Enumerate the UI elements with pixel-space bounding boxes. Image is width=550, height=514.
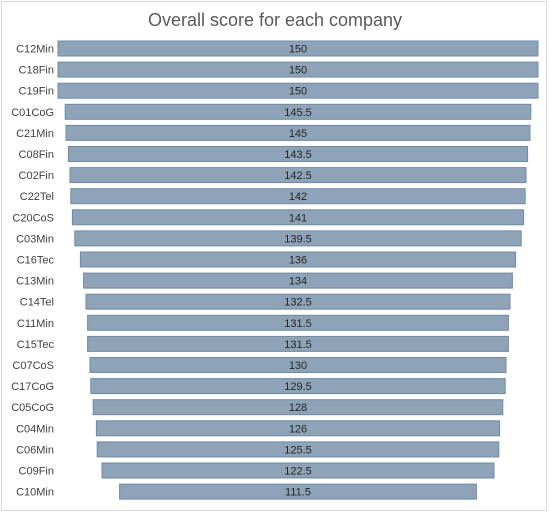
value-label-C13Min: 134: [289, 276, 307, 288]
bar-C21Min: [65, 124, 531, 141]
bar-C18Fin: [57, 61, 539, 78]
category-label-C09Fin: C09Fin: [19, 466, 54, 478]
value-label-C08Fin: 143.5: [284, 149, 312, 161]
value-label-C15Tec: 131.5: [284, 339, 312, 351]
value-label-C17CoG: 129.5: [284, 381, 312, 393]
bar-C06Min: [96, 441, 500, 458]
value-label-C10Min: 111.5: [285, 487, 311, 499]
category-label-C15Tec: C15Tec: [17, 339, 55, 351]
bar-C04Min: [95, 420, 501, 437]
value-label-C20CoS: 141: [289, 212, 307, 224]
value-label-C04Min: 126: [289, 423, 307, 435]
value-label-C05CoG: 128: [289, 402, 307, 414]
bar-C02Fin: [69, 167, 527, 184]
bar-C10Min: [119, 483, 477, 500]
value-label-C18Fin: 150: [289, 65, 307, 77]
bar-C13Min: [83, 272, 513, 289]
bar-C16Tec: [79, 251, 517, 268]
value-label-C07CoS: 130: [289, 360, 307, 372]
value-label-C11Min: 131.5: [284, 318, 312, 330]
bar-C14Tel: [85, 293, 511, 310]
value-label-C16Tec: 136: [289, 255, 307, 267]
category-label-C19Fin: C19Fin: [19, 86, 54, 98]
category-label-C07CoS: C07CoS: [12, 360, 54, 372]
value-label-C06Min: 125.5: [284, 444, 312, 456]
value-label-C14Tel: 132.5: [284, 297, 312, 309]
category-label-C17CoG: C17CoG: [11, 381, 54, 393]
bar-C12Min: [57, 40, 539, 57]
category-label-C08Fin: C08Fin: [19, 149, 54, 161]
category-label-C02Fin: C02Fin: [19, 170, 54, 182]
bar-C11Min: [87, 314, 509, 331]
bar-C08Fin: [67, 146, 529, 162]
value-label-C03Min: 139.5: [284, 233, 312, 245]
bar-C01CoG: [64, 103, 532, 120]
bar-C03Min: [74, 230, 522, 247]
category-label-C04Min: C04Min: [16, 423, 54, 435]
bar-C17CoG: [90, 378, 506, 395]
bar-C22Tel: [70, 188, 526, 205]
bar-C20CoS: [71, 209, 525, 226]
category-label-C18Fin: C18Fin: [19, 65, 54, 77]
category-label-C03Min: C03Min: [16, 233, 54, 245]
value-label-C12Min: 150: [289, 44, 307, 56]
value-label-C19Fin: 150: [289, 86, 307, 98]
category-label-C11Min: C11Min: [17, 318, 54, 330]
value-label-C22Tel: 142: [289, 191, 307, 203]
category-label-C21Min: C21Min: [16, 128, 54, 140]
value-label-C01CoG: 145.5: [284, 107, 312, 119]
category-label-C10Min: C10Min: [16, 487, 54, 499]
value-label-C21Min: 145: [289, 128, 307, 140]
value-label-C09Fin: 122.5: [284, 466, 312, 478]
category-label-C14Tel: C14Tel: [20, 297, 54, 309]
category-label-C22Tel: C22Tel: [20, 191, 54, 203]
chart-title: Overall score for each company: [147, 10, 403, 30]
category-label-C13Min: C13Min: [16, 276, 54, 288]
bar-C09Fin: [101, 462, 495, 479]
bar-C07CoS: [89, 357, 507, 373]
category-label-C12Min: C12Min: [16, 44, 54, 56]
category-label-C16Tec: C16Tec: [17, 255, 55, 267]
bar-C15Tec: [87, 335, 509, 352]
category-label-C20CoS: C20CoS: [12, 212, 54, 224]
category-label-C01CoG: C01CoG: [11, 107, 54, 119]
category-label-C05CoG: C05CoG: [11, 402, 54, 414]
value-label-C02Fin: 142.5: [284, 170, 312, 182]
category-label-C06Min: C06Min: [16, 444, 54, 456]
bar-C19Fin: [57, 82, 539, 99]
bar-C05CoG: [92, 399, 504, 416]
